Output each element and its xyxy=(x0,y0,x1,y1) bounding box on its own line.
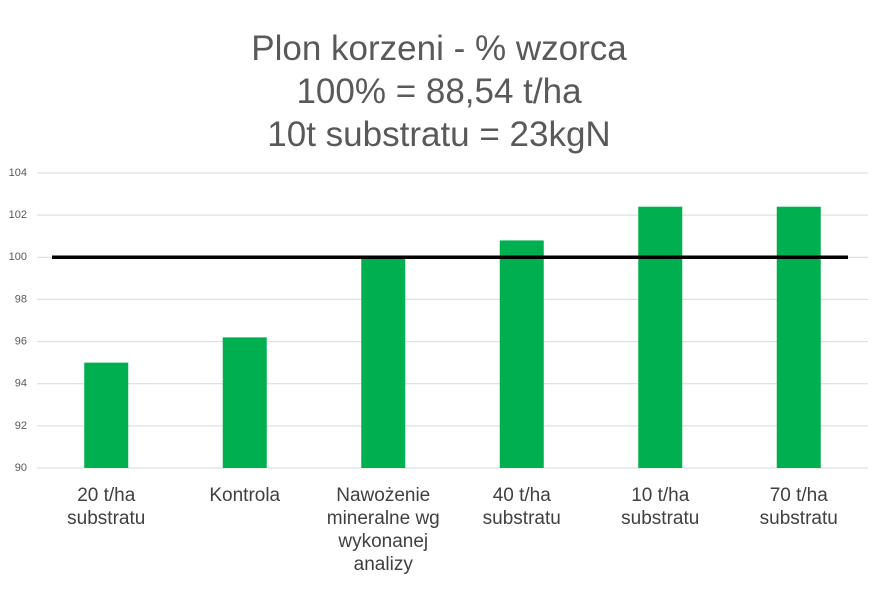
bar xyxy=(776,206,821,468)
y-tick-label: 96 xyxy=(15,335,27,347)
x-tick-label: 10 t/ha substratu xyxy=(621,485,700,529)
y-tick-label: 94 xyxy=(15,378,27,390)
x-tick-label: 40 t/ha substratu xyxy=(482,485,561,529)
chart-title: 100% = 88,54 t/ha xyxy=(296,72,582,111)
y-tick-label: 90 xyxy=(15,462,27,474)
y-tick-label: 104 xyxy=(9,167,27,179)
x-tick-label: Kontrola xyxy=(209,485,281,506)
y-tick-label: 98 xyxy=(15,293,27,305)
x-tick-label: 70 t/ha substratu xyxy=(759,485,838,529)
bar xyxy=(84,362,129,468)
y-tick-label: 100 xyxy=(9,251,27,263)
x-tick-label: 20 t/ha substratu xyxy=(67,485,146,529)
bar xyxy=(499,240,544,468)
chart-title: Plon korzeni - % wzorca xyxy=(251,29,627,68)
y-tick-label: 92 xyxy=(15,420,27,432)
chart-title: 10t substratu = 23kgN xyxy=(267,115,611,154)
bar xyxy=(222,337,267,468)
y-tick-label: 102 xyxy=(9,209,27,221)
x-tick-label: Nawożenie mineralne wg wykonanej analizy xyxy=(326,485,440,575)
bar xyxy=(638,206,683,468)
bar xyxy=(361,257,406,468)
